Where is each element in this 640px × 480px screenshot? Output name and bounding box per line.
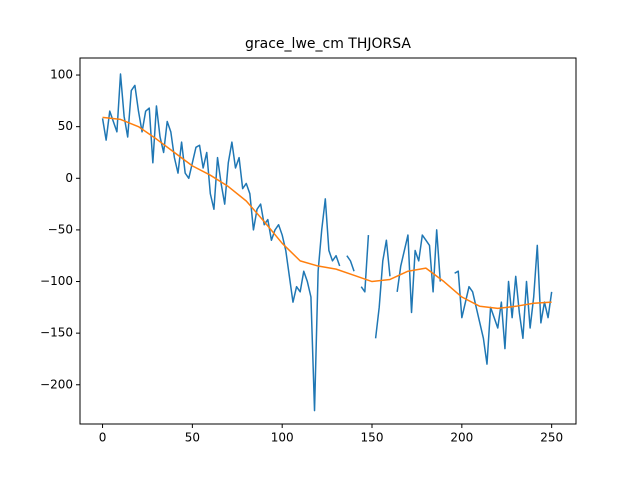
x-tick-label: 150 — [361, 431, 384, 445]
y-tick-label: 50 — [58, 119, 73, 133]
plot-frame — [79, 57, 577, 425]
x-tick-label: 250 — [540, 431, 563, 445]
x-tick-label: 200 — [450, 431, 473, 445]
y-tick-label: 0 — [65, 171, 73, 185]
data-line — [396, 229, 442, 314]
data-line — [101, 73, 341, 412]
data-line — [360, 235, 370, 293]
x-tick-label: 50 — [185, 431, 200, 445]
x-tick-label: 0 — [99, 431, 107, 445]
y-tick-label: −150 — [40, 326, 73, 340]
y-tick-label: 100 — [50, 68, 73, 82]
data-line — [374, 239, 391, 339]
data-line — [454, 244, 553, 365]
x-tick-label: 100 — [271, 431, 294, 445]
chart-title: grace_lwe_cm THJORSA — [245, 36, 411, 52]
y-tick-label: −50 — [48, 222, 73, 236]
data-line — [102, 116, 552, 310]
y-tick-label: −200 — [40, 377, 73, 391]
data-line — [346, 255, 355, 272]
y-tick-label: −100 — [40, 274, 73, 288]
